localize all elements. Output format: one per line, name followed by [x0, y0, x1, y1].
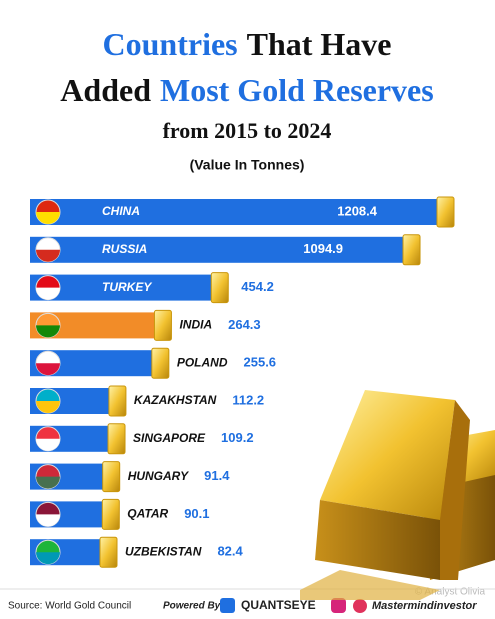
- brand-logo: [220, 598, 235, 613]
- gold-icon: [102, 461, 121, 493]
- value-label: 82.4: [217, 544, 243, 559]
- flag-part: [36, 552, 60, 565]
- flag-part: [36, 438, 60, 451]
- source: Source: World Gold Council: [8, 601, 131, 612]
- value-label: 109.2: [221, 430, 254, 445]
- title-part: Most Gold Reserves: [160, 72, 434, 108]
- category-label: SINGAPORE: [133, 431, 206, 445]
- brand: QUANTSEYE: [241, 598, 316, 612]
- flag-part: [36, 363, 60, 376]
- value-label: 1208.4: [337, 203, 378, 218]
- bar: [30, 236, 404, 263]
- gold-bars-illustration: [300, 390, 495, 600]
- chart-subtitle: from 2015 to 2024: [163, 118, 332, 143]
- flag-part: [36, 325, 60, 338]
- unit-note: (Value In Tonnes): [190, 157, 305, 173]
- watermark: © Analyst Olivia: [415, 587, 486, 598]
- powered-by: Powered By: [163, 601, 221, 612]
- gold-icon: [151, 347, 170, 379]
- gold-icon: [210, 272, 229, 304]
- flag-part: [36, 212, 60, 224]
- gold-icon: [153, 309, 172, 341]
- value-label: 255.6: [244, 355, 277, 370]
- flag-part: [36, 476, 60, 489]
- title-part: That Have: [247, 26, 392, 62]
- category-label: INDIA: [179, 318, 212, 332]
- value-label: 264.3: [228, 317, 261, 332]
- value-label: 90.1: [184, 506, 209, 521]
- handle: Mastermindinvestor: [372, 600, 477, 612]
- category-label: QATAR: [127, 507, 168, 521]
- category-label: TURKEY: [102, 280, 152, 294]
- category-label: CHINA: [102, 204, 140, 218]
- value-label: 91.4: [204, 468, 230, 483]
- gold-icon: [99, 536, 118, 568]
- gold-icon: [108, 385, 127, 417]
- gold-icon: [101, 498, 120, 530]
- category-label: RUSSIA: [102, 242, 147, 256]
- flag-part: [36, 249, 60, 262]
- flag-part: [36, 287, 60, 300]
- chart-title: Countries That Have: [103, 26, 392, 62]
- title-part: Added: [60, 72, 151, 108]
- title-part: Countries: [103, 26, 238, 62]
- value-label: 1094.9: [303, 241, 343, 256]
- category-label: HUNGARY: [128, 469, 189, 483]
- chart-title: Added Most Gold Reserves: [60, 72, 433, 108]
- gold-icon: [436, 196, 455, 228]
- flag-part: [36, 514, 60, 527]
- brain-icon: [353, 599, 367, 613]
- category-label: KAZAKHSTAN: [134, 393, 217, 407]
- value-label: 454.2: [241, 279, 274, 294]
- gold-icon: [402, 234, 421, 266]
- bar: [30, 199, 437, 225]
- value-label: 112.2: [232, 392, 264, 407]
- category-label: POLAND: [177, 355, 228, 369]
- category-label: UZBEKISTAN: [125, 544, 202, 558]
- flag-part: [36, 401, 60, 413]
- gold-icon: [107, 423, 126, 455]
- instagram-icon: [331, 598, 346, 613]
